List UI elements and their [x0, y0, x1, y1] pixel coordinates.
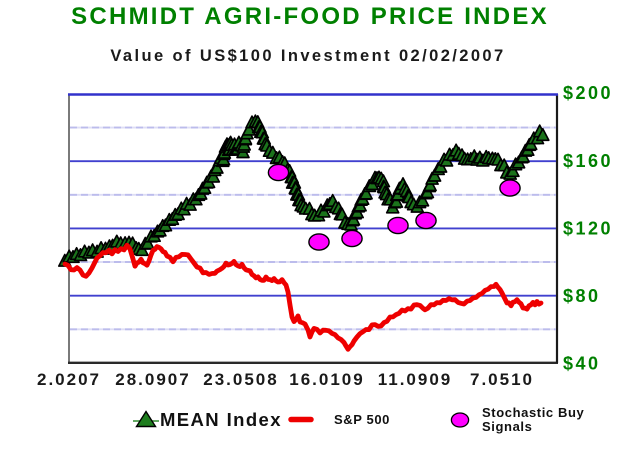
svg-text:$80: $80: [563, 286, 601, 306]
svg-text:2.0207: 2.0207: [37, 370, 101, 389]
svg-text:28.0907: 28.0907: [115, 370, 190, 389]
svg-text:$120: $120: [563, 219, 613, 239]
svg-text:23.0508: 23.0508: [203, 370, 278, 389]
svg-text:S&P 500: S&P 500: [334, 412, 390, 427]
svg-text:SCHMIDT AGRI-FOOD PRICE INDEX: SCHMIDT AGRI-FOOD PRICE INDEX: [71, 3, 549, 30]
svg-text:16.0109: 16.0109: [289, 370, 364, 389]
svg-text:11.0909: 11.0909: [378, 370, 453, 389]
svg-text:$40: $40: [563, 354, 601, 374]
svg-text:$200: $200: [563, 83, 613, 103]
svg-text:MEAN Index: MEAN Index: [160, 409, 282, 430]
svg-text:$160: $160: [563, 151, 613, 171]
svg-text:Signals: Signals: [482, 419, 532, 434]
svg-text:7.0510: 7.0510: [470, 370, 534, 389]
svg-text:Stochastic Buy: Stochastic Buy: [482, 405, 584, 420]
svg-text:Value of US$100 Investment 02/: Value of US$100 Investment 02/02/2007: [110, 47, 505, 65]
